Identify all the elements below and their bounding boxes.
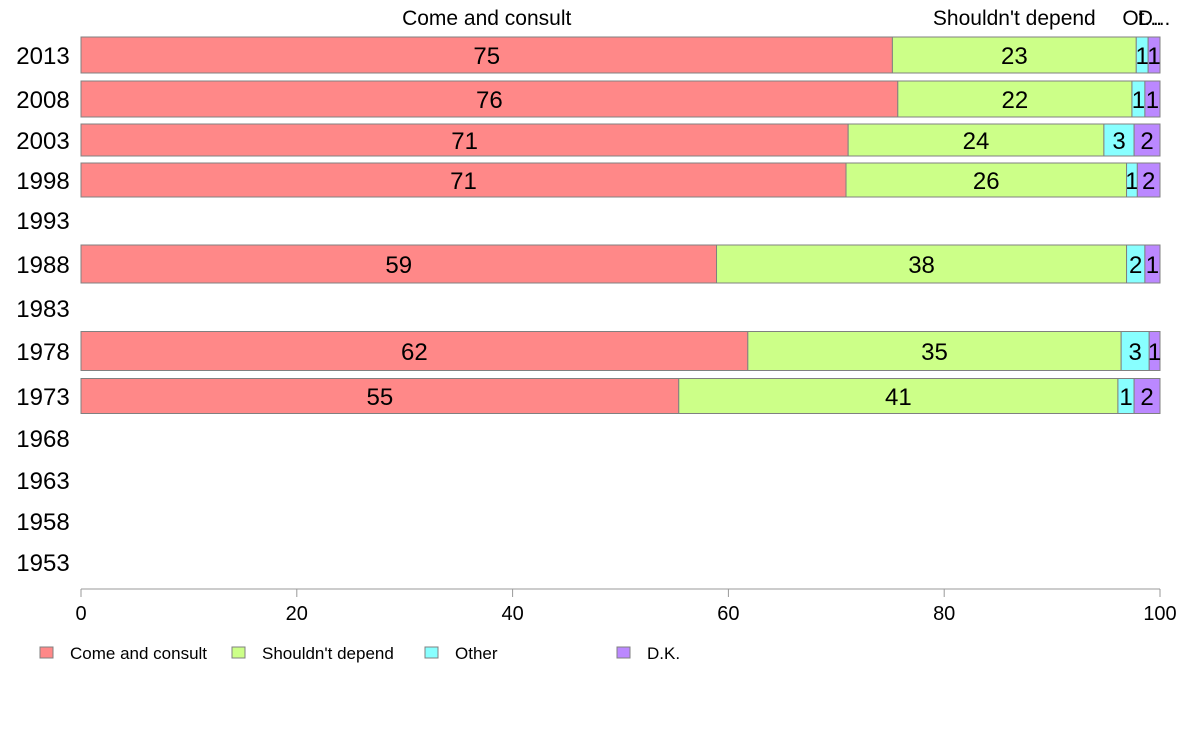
y-tick-label: 2008 xyxy=(16,87,69,114)
data-label: 1 xyxy=(1136,43,1149,70)
x-tick-label: 40 xyxy=(501,603,523,625)
legend-label: D.K. xyxy=(647,644,680,663)
y-tick-label: 2003 xyxy=(16,128,69,155)
y-axis-labels: 2013 2008 2003 1998 1993 1988 1983 1978 1973 1968… xyxy=(16,43,69,577)
legend-swatch xyxy=(424,646,439,659)
legend-swatch xyxy=(616,646,631,659)
data-label: 2 xyxy=(1140,384,1153,411)
legend-swatch xyxy=(39,646,54,659)
y-tick-label: 1953 xyxy=(16,550,69,577)
y-tick-label: 2013 xyxy=(16,43,69,70)
data-label: 1 xyxy=(1125,168,1138,195)
top-label: Shouldn't depend xyxy=(933,7,1096,30)
bar-segment xyxy=(1136,162,1161,198)
data-label: 22 xyxy=(1002,87,1029,114)
data-label: 1 xyxy=(1148,339,1161,366)
x-tick-label: 60 xyxy=(717,603,739,625)
data-label: 23 xyxy=(1001,43,1028,70)
data-label: 1 xyxy=(1132,87,1145,114)
x-tick-label: 100 xyxy=(1143,603,1176,625)
bar-segment xyxy=(80,80,899,118)
data-label: 26 xyxy=(973,168,1000,195)
data-label: 1 xyxy=(1119,384,1132,411)
data-label: 1 xyxy=(1146,252,1159,279)
bar-segment xyxy=(1144,80,1161,118)
x-tick-label: 0 xyxy=(75,603,86,625)
legend-label: Come and consult xyxy=(70,644,207,663)
bar-segment xyxy=(747,331,1122,371)
data-label: 35 xyxy=(921,339,948,366)
bar-segment xyxy=(678,378,1119,414)
y-tick-label: 1973 xyxy=(16,384,69,411)
bar-segment xyxy=(80,162,847,198)
top-label: Come and consult xyxy=(402,7,571,30)
data-label: 1 xyxy=(1147,43,1160,70)
y-tick-label: 1978 xyxy=(16,339,69,366)
data-label: 71 xyxy=(450,168,477,195)
legend-swatch xyxy=(231,646,246,659)
data-label: 3 xyxy=(1112,128,1125,155)
legend-label: Shouldn't depend xyxy=(262,644,394,663)
y-tick-label: 1998 xyxy=(16,168,69,195)
x-tick-label: 20 xyxy=(286,603,308,625)
bar-segment xyxy=(1133,123,1161,157)
y-tick-label: 1988 xyxy=(16,252,69,279)
top-labels: Come and consult Shouldn't depend Ot...D..… xyxy=(402,7,1170,30)
legend-label: Other xyxy=(455,644,498,663)
data-label: 76 xyxy=(476,87,503,114)
data-label: 38 xyxy=(908,252,935,279)
data-label: 2 xyxy=(1140,128,1153,155)
y-tick-label: 1993 xyxy=(16,208,69,235)
y-tick-label: 1968 xyxy=(16,426,69,453)
x-axis: 0 20 40 60 80 100 xyxy=(75,588,1177,625)
data-label: 3 xyxy=(1129,339,1142,366)
top-label: D... xyxy=(1138,7,1171,30)
top-label: Ot... xyxy=(1122,7,1162,30)
data-label: 55 xyxy=(367,384,394,411)
bar-segment xyxy=(1148,331,1161,371)
bar-segment xyxy=(845,162,1128,198)
data-label: 75 xyxy=(473,43,500,70)
bar-segment xyxy=(1144,244,1161,284)
data-label: 1 xyxy=(1146,87,1159,114)
x-tick-label: 80 xyxy=(933,603,955,625)
data-label: 2 xyxy=(1142,168,1155,195)
data-label: 2 xyxy=(1129,252,1142,279)
data-label: 24 xyxy=(963,128,990,155)
bar-segment xyxy=(1147,36,1161,74)
bar-segment xyxy=(716,244,1128,284)
data-label: 62 xyxy=(401,339,428,366)
bar-segment xyxy=(80,331,749,371)
data-label: 59 xyxy=(385,252,412,279)
legend: Come and consult Shouldn't depend Other D.K… xyxy=(39,644,680,663)
y-tick-label: 1958 xyxy=(16,509,69,536)
bar-segment xyxy=(891,36,1137,74)
y-tick-label: 1963 xyxy=(16,468,69,495)
bar-segment xyxy=(1133,378,1161,414)
data-label: 71 xyxy=(451,128,478,155)
data-label: 41 xyxy=(885,384,912,411)
y-tick-label: 1983 xyxy=(16,296,69,323)
